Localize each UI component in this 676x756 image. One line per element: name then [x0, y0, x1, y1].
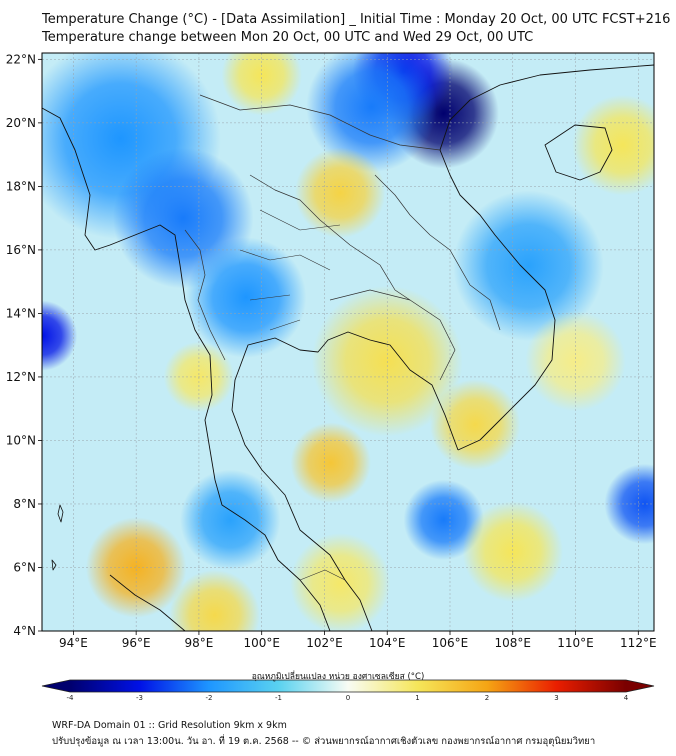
coastline-myanmar	[42, 107, 216, 481]
colorbar-tick-label: -3	[136, 694, 143, 700]
field-anomaly-18	[169, 569, 260, 631]
lon-tick-label: 98°E	[184, 636, 213, 650]
field-anomaly-22	[289, 533, 391, 631]
chart-title: Temperature Change (°C) - [Data Assimila…	[42, 12, 671, 27]
lat-tick-label: 10°N	[6, 433, 36, 447]
lat-tick-label: 6°N	[13, 560, 36, 574]
colorbar-tick-label: 2	[485, 694, 489, 700]
colorbar-tick-label: 3	[554, 694, 558, 700]
lat-tick-label: 18°N	[6, 179, 36, 193]
lon-tick-label: 104°E	[369, 636, 406, 650]
border-malaysia	[299, 569, 346, 581]
colorbar-tick-label: 1	[415, 694, 419, 700]
border-myanmar-thailand	[184, 229, 226, 361]
lon-tick-label: 94°E	[59, 636, 88, 650]
chart-subtitle: Temperature change between Mon 20 Oct, 0…	[42, 30, 534, 45]
colorbar: -4 -3 -2 -1 0 1 2 3 4	[41, 679, 655, 700]
colorbar-tick-label: 0	[346, 694, 350, 700]
lon-tick-label: 100°E	[243, 636, 280, 650]
country-outlines	[42, 64, 654, 631]
field-anomaly-11	[294, 147, 386, 238]
field-anomaly-2	[306, 53, 437, 173]
colorbar-tick-label: -4	[67, 694, 75, 700]
colorbar-tick-label: -1	[275, 694, 282, 700]
coastline-peninsula-west	[214, 479, 331, 631]
field-anomaly-15	[429, 379, 521, 470]
lat-tick-label: 20°N	[6, 116, 36, 130]
field-anomaly-12	[221, 53, 302, 116]
lat-tick-label: 22°N	[6, 52, 36, 66]
field-anomaly-20	[462, 501, 563, 602]
border-thailand-provinces	[239, 209, 341, 331]
field-anomaly-16	[290, 422, 371, 503]
border-china	[199, 94, 441, 151]
field-anomaly-9	[180, 469, 281, 571]
map-frame	[41, 52, 655, 632]
temperature-field	[42, 53, 654, 631]
lon-tick-label: 96°E	[122, 636, 151, 650]
border-cambodia	[329, 289, 456, 381]
island-nicobar	[51, 559, 57, 571]
field-anomaly-7	[604, 463, 654, 545]
lon-tick-label: 110°E	[557, 636, 594, 650]
lon-tick-label: 108°E	[495, 636, 532, 650]
colorbar-gradient	[41, 679, 655, 693]
lon-tick-label: 106°E	[432, 636, 469, 650]
colorbar-tick-label: -2	[206, 694, 213, 700]
coastline-hainan	[544, 124, 613, 181]
temperature-change-map: 4°N 6°N 8°N 10°N 12°N 14°N 16°N 18°N 20°N 22°N 94…	[6, 52, 657, 700]
coastline-vietnam	[439, 64, 654, 451]
lat-lon-gridlines	[42, 53, 654, 631]
lat-tick-label: 16°N	[6, 243, 36, 257]
colorbar-tick-labels: -4 -3 -2 -1 0 1 2 3 4	[67, 694, 629, 700]
lat-tick-label: 4°N	[13, 624, 36, 638]
coastline-sumatra	[109, 574, 186, 631]
lon-tick-label: 102°E	[306, 636, 343, 650]
colorbar-tick-label: 4	[624, 694, 629, 700]
coastline-peninsula-east	[231, 331, 459, 631]
border-laos-vietnam	[374, 174, 501, 331]
colorbar-title: อุณหภูมิเปลี่ยนแปลง หน่วย องศาเซลเซียส (…	[251, 672, 425, 682]
footer-update-info: ปรับปรุงข้อมูล ณ เวลา 13:00น. วัน อา. ที…	[52, 736, 596, 747]
footer-model-info: WRF-DA Domain 01 :: Grid Resolution 9km …	[52, 720, 287, 731]
lon-tick-label: 112°E	[620, 636, 657, 650]
field-anomaly-5	[185, 237, 307, 358]
field-anomaly-8	[403, 479, 484, 561]
lat-tick-label: 12°N	[6, 370, 36, 384]
longitude-tick-labels: 94°E 96°E 98°E 100°E 102°E 104°E 106°E 108°E 110…	[59, 631, 657, 650]
border-thailand-laos	[249, 174, 411, 301]
field-anomaly-13	[572, 94, 654, 196]
island-andaman	[57, 504, 64, 523]
field-anomaly-6	[42, 300, 78, 371]
lat-tick-label: 8°N	[13, 497, 36, 511]
latitude-tick-labels: 4°N 6°N 8°N 10°N 12°N 14°N 16°N 18°N 20°N 22°N	[6, 52, 42, 638]
lat-tick-label: 14°N	[6, 306, 36, 320]
field-anomaly-17	[85, 517, 187, 618]
